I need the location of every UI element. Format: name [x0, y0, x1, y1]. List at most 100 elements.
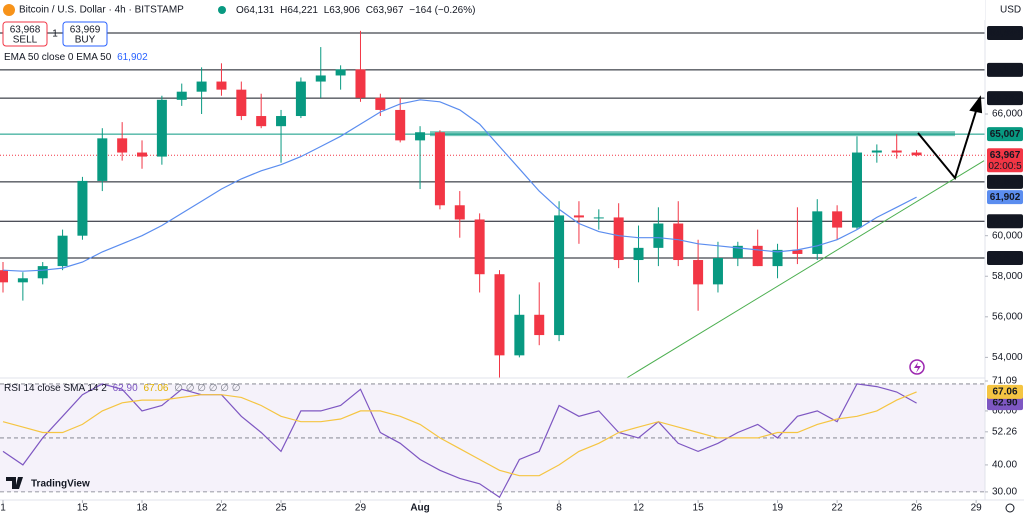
y-tick-label: 60.00 [992, 406, 1017, 417]
rsi-last-label: 67.06 [992, 387, 1017, 398]
sell-button[interactable]: 63,968 SELL [2, 21, 48, 47]
x-tick-label: 15 [77, 503, 89, 514]
candle-body [315, 75, 326, 82]
symbol-title: Bitcoin / U.S. Dollar · 4h · BITSTAMP [19, 5, 184, 16]
candle-body [17, 278, 28, 283]
candle-body [494, 274, 505, 356]
x-tick-label: 1 [0, 503, 6, 514]
rsi-value: 62.90 [113, 383, 138, 394]
alert-bolt [914, 362, 921, 373]
candle-body [454, 205, 465, 220]
candle-body [712, 257, 723, 285]
rsi-sma-line [2, 391, 917, 477]
candle-body [911, 152, 922, 156]
level-label-box [987, 127, 1023, 142]
candle-body [276, 116, 287, 127]
buy-box[interactable] [62, 21, 108, 47]
buy-price: 63,969 [70, 25, 101, 36]
ohlc-high: H64,221 [280, 5, 318, 16]
x-tick-label: 22 [832, 503, 844, 514]
candle-body [57, 235, 68, 267]
ema-label-box [987, 190, 1023, 205]
ohlc-change: −164 (−0.26%) [409, 5, 475, 16]
candle-body [534, 314, 545, 336]
rsi-last-box [987, 384, 1023, 399]
candle-body [673, 223, 684, 261]
sell-label: SELL [13, 35, 38, 46]
spread: 1 [52, 29, 58, 40]
market-status [218, 6, 226, 14]
x-tick-label: 26 [911, 503, 923, 514]
projection-arrows [917, 95, 983, 181]
x-tick-label: 22 [216, 503, 228, 514]
y-tick-label: 30.00 [992, 487, 1017, 498]
candle-body [573, 215, 584, 218]
x-tick-label: Aug [410, 503, 429, 514]
candle-body [77, 180, 88, 236]
buy-button[interactable]: 63,969 BUY [62, 21, 108, 47]
candle-body [653, 223, 664, 248]
resistance-zone [430, 131, 955, 137]
level-label-box [987, 174, 1023, 189]
x-tick-label: 15 [693, 503, 705, 514]
candle-body [295, 81, 306, 117]
rsi-sma-value: 67.06 [143, 383, 168, 394]
candle-body [593, 217, 604, 219]
candle-body [832, 211, 843, 228]
level-label: 65,007 [990, 129, 1021, 140]
y-tick-label: 52.26 [992, 426, 1017, 437]
settings-icon[interactable] [1005, 503, 1015, 513]
rsi-last-box [987, 396, 1023, 411]
x-tick-label: 29 [971, 503, 983, 514]
x-tick-label: 19 [772, 503, 784, 514]
level-label: 68,174 [990, 65, 1021, 76]
candle-body [514, 314, 525, 356]
candle-body [137, 152, 148, 157]
candle-body [732, 245, 743, 258]
ema-label: 61,902 [990, 192, 1021, 203]
candle-body [693, 260, 704, 285]
candle-body [236, 89, 247, 117]
price-pane [0, 30, 985, 379]
trendline [626, 160, 985, 379]
ema-name: EMA 50 close 0 EMA 50 [4, 52, 112, 63]
candle-body [812, 211, 823, 254]
arrow-head [969, 95, 983, 114]
level-label-box [987, 91, 1023, 106]
ohlc-close: C63,967 [366, 5, 404, 16]
y-tick-label: 40.00 [992, 460, 1017, 471]
header-bg [0, 0, 985, 20]
candle-body [256, 116, 267, 127]
logo-text: TradingView [31, 479, 90, 490]
rsi-extra: ∅ ∅ ∅ ∅ ∅ ∅ [174, 383, 240, 394]
level-label: 60,712 [990, 216, 1021, 227]
candle-body [37, 266, 48, 279]
last-price-box [987, 148, 1023, 173]
candle-body [395, 109, 406, 141]
x-tick-label: 5 [497, 503, 503, 514]
x-tick-label: 8 [556, 503, 562, 514]
y-tick-label: 58,000 [992, 271, 1023, 282]
candle-body [97, 138, 108, 181]
y-tick-label: 71.09 [992, 376, 1017, 387]
sell-price: 63,968 [10, 25, 41, 36]
ema-value: 61,902 [117, 52, 148, 63]
ema-legend: EMA 50 close 0 EMA 50 61,902 [4, 52, 148, 63]
candle-body [554, 215, 565, 336]
y-tick-label: 60,000 [992, 230, 1023, 241]
x-tick-label: 29 [355, 503, 367, 514]
level-label-box [987, 25, 1023, 40]
ohlc: O64,131 H64,221 L63,906 C63,967 −164 (−0… [236, 5, 475, 16]
candle-body [0, 270, 8, 283]
level-label-box [987, 250, 1023, 265]
candle-body [335, 69, 346, 76]
candle-body [871, 150, 882, 153]
candle-body [117, 138, 128, 153]
alert-icon[interactable] [909, 359, 925, 375]
sell-box[interactable] [2, 21, 48, 47]
x-tick-label: 12 [633, 503, 645, 514]
rsi-name: RSI 14 close SMA 14 2 [4, 383, 107, 394]
candle-body [355, 69, 366, 98]
level-label-box [987, 214, 1023, 229]
